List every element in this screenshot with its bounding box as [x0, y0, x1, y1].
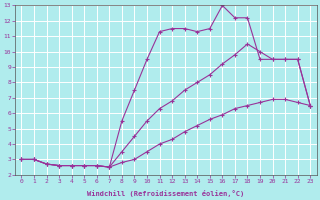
X-axis label: Windchill (Refroidissement éolien,°C): Windchill (Refroidissement éolien,°C) [87, 190, 244, 197]
